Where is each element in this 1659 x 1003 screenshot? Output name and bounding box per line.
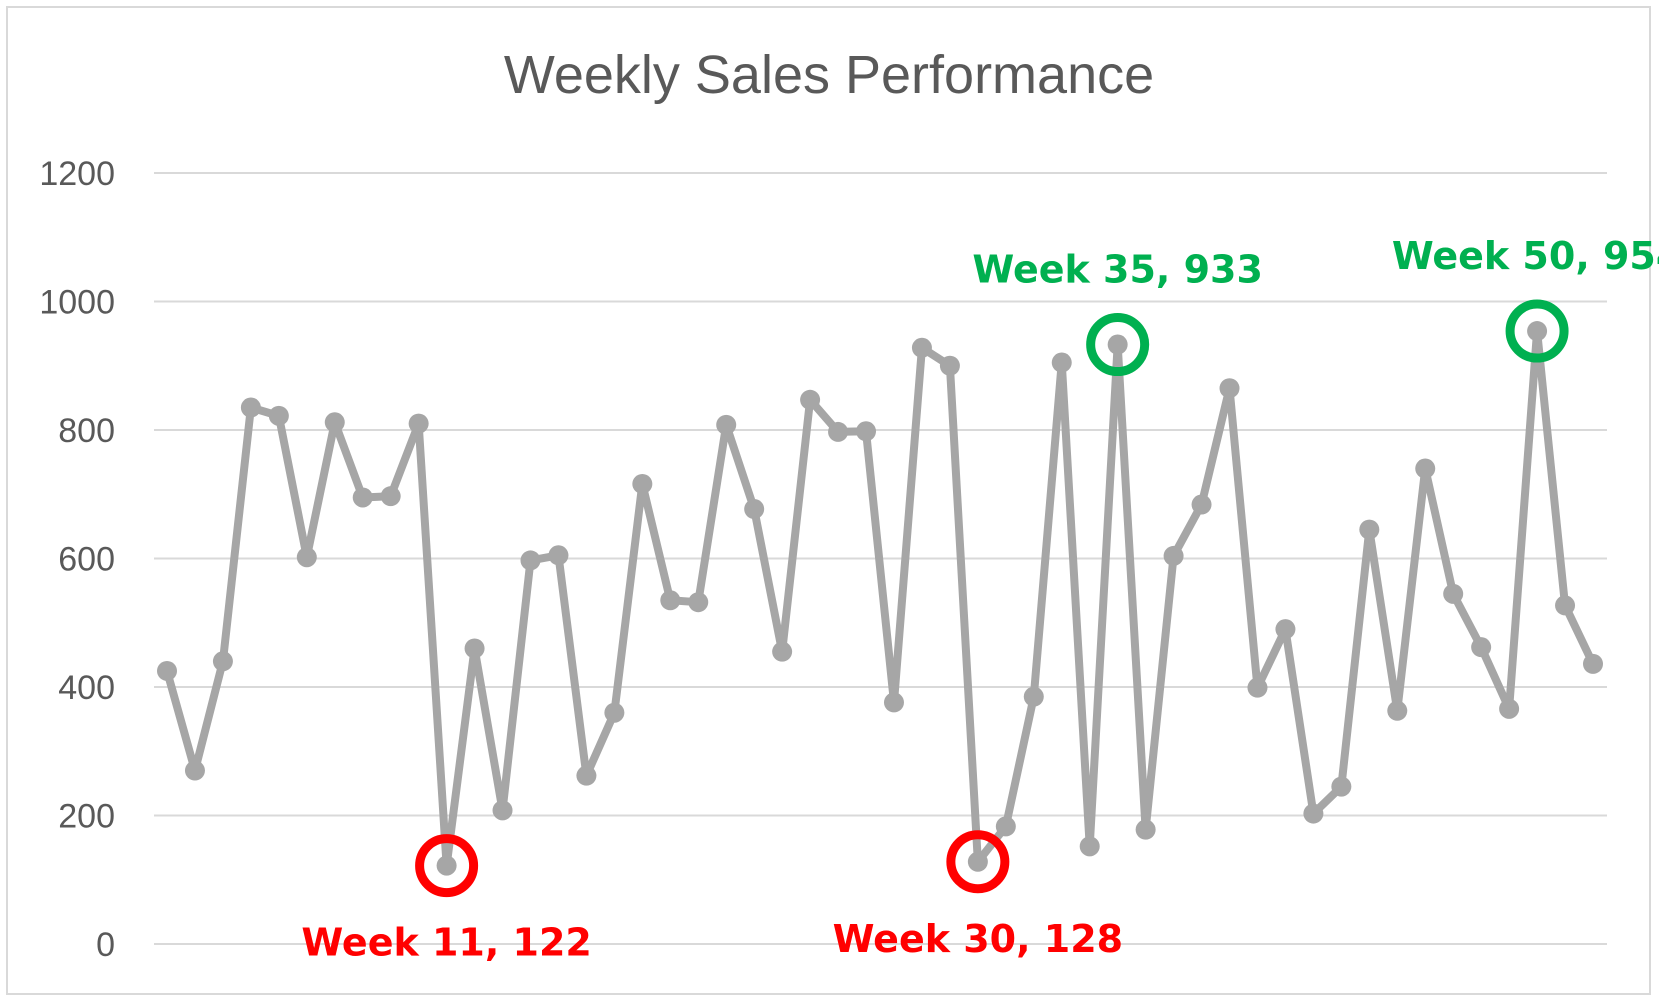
- data-point-week-51: [1555, 595, 1576, 616]
- data-point-week-41: [1275, 619, 1296, 640]
- data-point-week-7: [324, 412, 345, 433]
- data-point-week-2: [184, 760, 205, 781]
- y-tick-label: 0: [96, 926, 115, 964]
- data-point-week-45: [1387, 700, 1408, 721]
- data-point-week-44: [1359, 519, 1380, 540]
- data-point-week-38: [1191, 494, 1212, 515]
- y-tick-label: 800: [58, 412, 115, 450]
- data-point-week-24: [800, 389, 821, 410]
- data-point-week-26: [856, 421, 877, 442]
- low-marker-ring: [946, 830, 1010, 894]
- data-point-week-35: [1107, 334, 1128, 355]
- data-point-week-6: [296, 547, 317, 568]
- data-point-week-49: [1499, 698, 1520, 719]
- data-point-week-23: [772, 641, 793, 662]
- data-point-week-47: [1443, 583, 1464, 604]
- data-point-week-40: [1247, 677, 1268, 698]
- data-point-week-12: [464, 638, 485, 659]
- data-point-week-10: [408, 413, 429, 434]
- low-marker-ring: [415, 834, 479, 898]
- data-point-week-33: [1051, 352, 1072, 373]
- data-point-week-8: [352, 487, 373, 508]
- low-annotation-label: Week 11, 122: [301, 921, 591, 965]
- data-point-week-30: [967, 851, 988, 872]
- data-point-week-13: [492, 800, 513, 821]
- y-tick-label: 400: [58, 669, 115, 707]
- data-point-week-11: [436, 855, 457, 876]
- gridlines: [154, 172, 1607, 945]
- data-point-week-20: [688, 592, 709, 613]
- data-point-week-37: [1163, 545, 1184, 566]
- data-point-week-14: [520, 550, 541, 571]
- series-line: [163, 327, 1597, 870]
- data-point-week-25: [828, 421, 849, 442]
- y-tick-label: 200: [58, 798, 115, 836]
- data-point-week-50: [1527, 321, 1548, 342]
- data-point-week-22: [744, 499, 765, 520]
- chart-frame: [6, 6, 1651, 995]
- data-point-week-42: [1303, 803, 1324, 824]
- low-annotation-label: Week 30, 128: [833, 917, 1123, 961]
- high-annotation-label: Week 35, 933: [972, 248, 1262, 292]
- data-point-week-43: [1331, 776, 1352, 797]
- y-tick-label: 600: [58, 541, 115, 579]
- data-point-week-31: [995, 816, 1016, 837]
- data-point-week-19: [660, 590, 681, 611]
- data-point-week-5: [268, 405, 289, 426]
- data-point-week-4: [240, 397, 261, 418]
- data-point-week-36: [1135, 819, 1156, 840]
- high-marker-ring: [1086, 313, 1150, 377]
- data-point-week-27: [883, 692, 904, 713]
- series-line-layer: [163, 327, 1597, 870]
- data-point-week-46: [1415, 458, 1436, 479]
- data-points: [157, 321, 1603, 876]
- data-point-week-3: [212, 651, 233, 672]
- data-point-week-18: [632, 473, 653, 494]
- y-tick-label: 1000: [39, 284, 115, 322]
- annotations: Week 11, 122 Week 30, 128 Week 35, 933 Week…: [301, 234, 1659, 965]
- data-point-week-1: [157, 660, 177, 681]
- data-point-week-16: [576, 765, 597, 786]
- data-point-week-15: [548, 545, 569, 566]
- chart-title: Weekly Sales Performance: [504, 45, 1154, 105]
- data-point-week-34: [1079, 836, 1100, 857]
- high-marker-ring: [1505, 299, 1569, 363]
- data-point-week-29: [939, 355, 960, 376]
- data-point-week-21: [716, 414, 737, 435]
- data-point-week-17: [604, 702, 625, 723]
- high-annotation-label: Week 50, 954: [1392, 234, 1659, 278]
- data-point-week-32: [1023, 686, 1044, 707]
- y-tick-label: 1200: [39, 155, 115, 193]
- data-point-week-9: [380, 486, 401, 507]
- y-axis-tick-labels: 0 200 400 600 800 1000 1200: [39, 155, 115, 964]
- data-point-week-52: [1583, 653, 1603, 674]
- data-point-week-48: [1471, 637, 1492, 658]
- data-point-week-28: [911, 337, 932, 358]
- data-point-week-39: [1219, 378, 1240, 399]
